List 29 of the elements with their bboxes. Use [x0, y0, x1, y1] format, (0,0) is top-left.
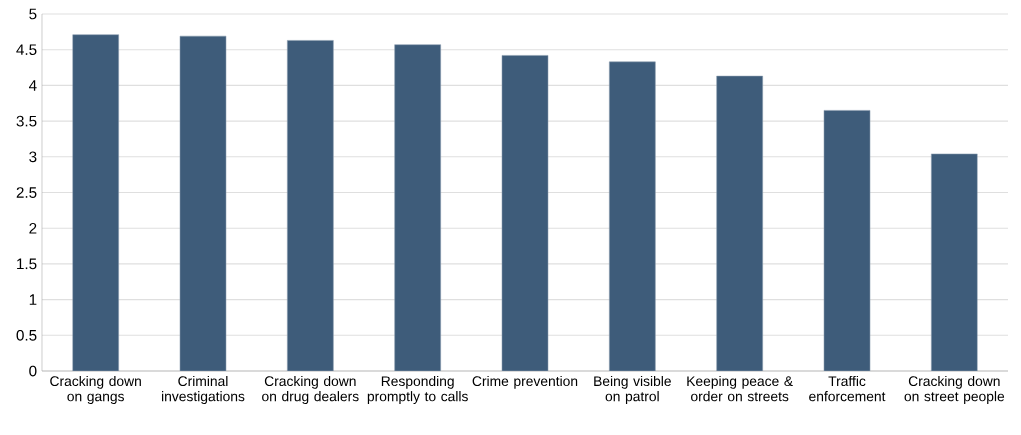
y-tick-label: 1.5 [17, 258, 37, 270]
bar [823, 110, 871, 371]
bar [931, 153, 978, 371]
x-tick-label: Crime prevention [472, 375, 578, 389]
x-tick-label: Criminal investigations [162, 375, 245, 404]
y-tick-label: 0 [29, 365, 37, 377]
bar [287, 40, 334, 371]
y-tick-label: 2 [29, 222, 37, 234]
x-tick-label: Cracking down on gangs [50, 375, 141, 404]
y-tick-label: 4 [28, 80, 37, 91]
x-tick-label: Traffic enforcement [809, 375, 886, 402]
y-tick-label: 1 [29, 294, 37, 305]
y-tick-label: 2.5 [16, 187, 37, 198]
bar [501, 55, 549, 371]
bar [394, 44, 441, 371]
y-tick-label: 5 [29, 8, 37, 20]
bar [72, 34, 119, 371]
bar [716, 75, 763, 371]
y-tick-label: 0.5 [16, 329, 37, 341]
bar [179, 35, 227, 371]
x-tick-label: Cracking down on drug dealers [262, 375, 359, 404]
x-tick-label: Cracking down on street people [904, 375, 1005, 404]
bar [609, 61, 656, 371]
x-tick-label: Responding promptly to calls [367, 375, 468, 404]
y-tick-label: 3 [29, 151, 37, 163]
y-tick-label: 4.5 [16, 44, 37, 56]
x-tick-label: Being visible on patrol [594, 375, 671, 404]
y-tick-label: 3.5 [16, 115, 37, 127]
x-tick-label: Keeping peace & order on streets [687, 375, 793, 402]
